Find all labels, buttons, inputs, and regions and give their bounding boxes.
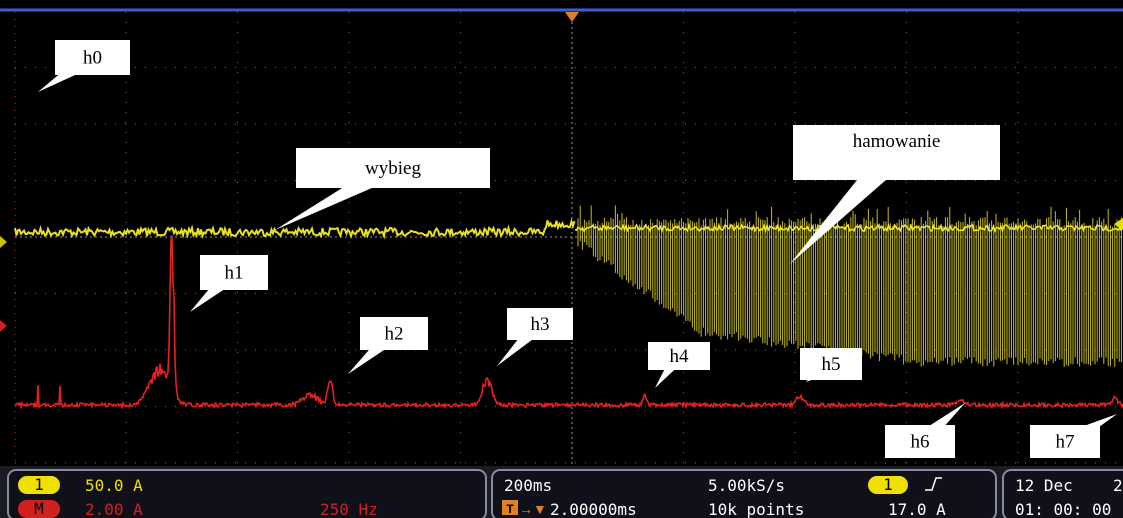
oscilloscope-screenshot: h0 wybieg hamowanie h1 h2 h3 h4 h5 h6 h7 1 50.0 A… [0,0,1123,518]
trigger-level: 17.0 A [888,500,946,518]
callout-label: h4 [670,346,690,367]
time: 01: 00: 00 [1015,500,1111,518]
callout-label: h3 [531,314,550,335]
sample-rate: 5.00kS/s [708,476,785,495]
date-year-partial: 2 [1113,476,1123,495]
channel1-scale: 50.0 A [85,476,143,495]
trigger-source: 1 [883,475,893,494]
callout-label: hamowanie [853,131,941,152]
date: 12 Dec [1015,476,1073,495]
callout: h5 [800,348,862,382]
trigger-arrow: →▼ [519,501,547,517]
record-length: 10k points [708,500,804,518]
math-frequency: 250 Hz [320,500,378,518]
time-per-division: 200ms [504,476,552,495]
math-scale: 2.00 A [85,500,143,518]
callout-label: h5 [822,354,841,375]
callout-label: wybieg [365,158,421,179]
trigger-delay: 2.00000ms [550,500,637,518]
callout-label: h0 [83,48,102,69]
math-label: M [34,499,44,518]
channel1-number: 1 [34,475,44,494]
callout-label: h2 [385,324,404,345]
channel-panel [8,470,486,518]
trigger-icon-glyph: T [506,502,514,516]
callout-label: h1 [225,263,244,284]
callout-label: h6 [911,432,930,453]
callout-label: h7 [1056,432,1075,453]
oscilloscope-display: h0 wybieg hamowanie h1 h2 h3 h4 h5 h6 h7 1 50.0 A… [0,0,1123,518]
